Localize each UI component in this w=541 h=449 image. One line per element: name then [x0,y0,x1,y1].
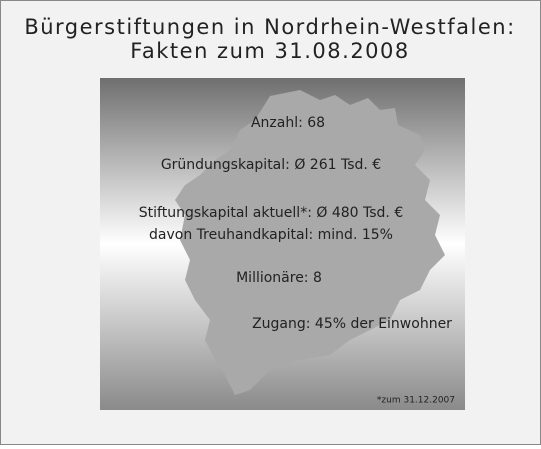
title-line: Fakten zum 31.08.2008 [130,39,410,63]
fact: Millionäre: 8 [236,270,322,286]
fact: davon Treuhandkapital: mind. 15% [149,227,393,243]
fact: Gründungskapital: Ø 261 Tsd. € [161,157,381,173]
fact: Zugang: 45% der Einwohner [252,316,452,332]
fact: Anzahl: 68 [251,115,325,131]
footnote: *zum 31.12.2007 [377,396,455,406]
title-line: Bürgerstiftungen in Nordrhein-Westfalen: [24,15,515,39]
fact: Stiftungskapital aktuell*: Ø 480 Tsd. € [139,205,403,221]
map-shape [175,90,445,395]
